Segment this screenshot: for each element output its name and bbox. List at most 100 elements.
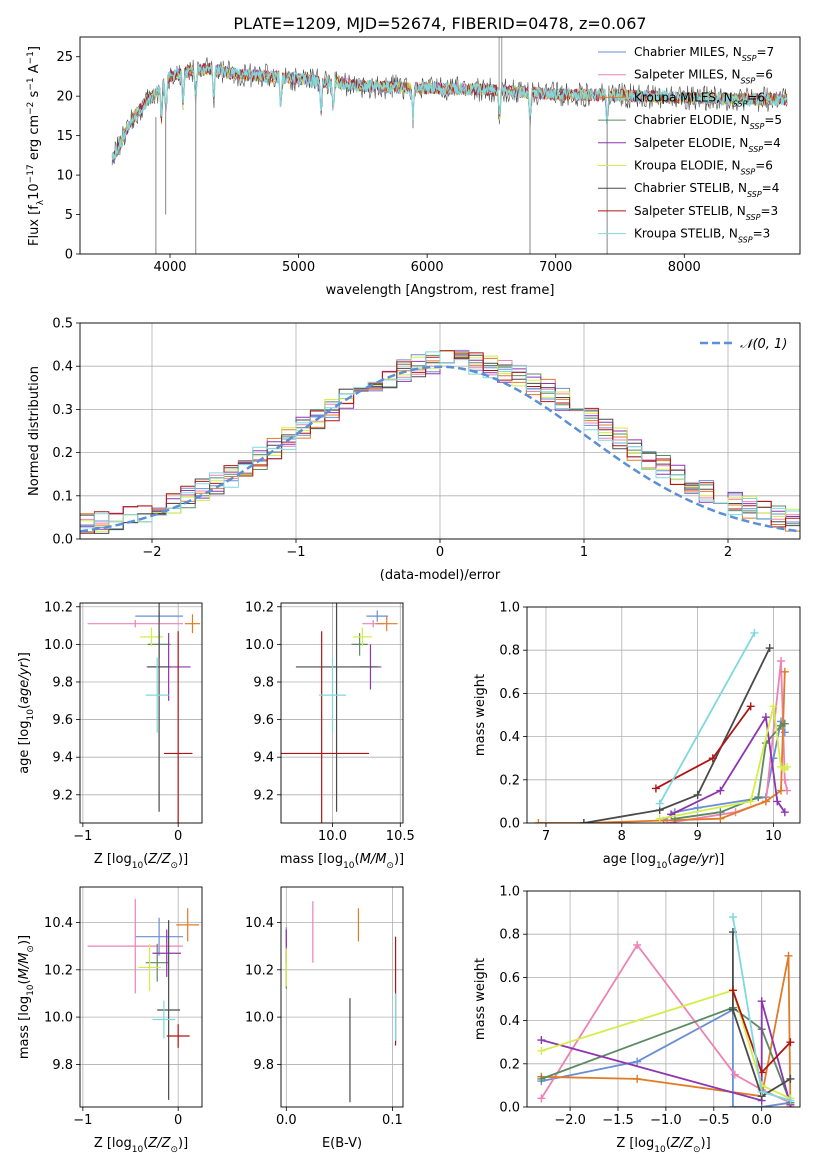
y-tick-label: 10.2 <box>44 600 73 615</box>
legend-tail: =6 <box>755 159 773 173</box>
legend-entry: Salpeter STELIB, NSSP=3 <box>634 204 778 222</box>
y-tick-label: 0.8 <box>499 644 520 659</box>
axes-frame <box>79 36 801 255</box>
label-part: mass [log <box>280 852 343 867</box>
legend-label: Chabrier MILES, N <box>634 45 742 59</box>
label-part: ] <box>27 46 42 51</box>
axes-frame <box>280 886 404 1108</box>
y-tick-label: 10.4 <box>44 916 73 931</box>
y-tick-label: 1.0 <box>499 601 520 616</box>
x-axis-label: E(B-V) <box>322 1136 362 1151</box>
x-tick-label: 4000 <box>153 260 186 275</box>
series-marker <box>784 951 793 960</box>
x-axis-label: Z [log10(Z/Z⊙)] <box>616 1136 710 1155</box>
axes-frame <box>280 602 404 824</box>
x-tick-label: −1 <box>286 545 305 560</box>
label-part: 10 <box>656 861 668 871</box>
x-tick-label: 0.0 <box>276 1113 297 1128</box>
series-marker <box>765 644 774 653</box>
series-marker <box>750 628 759 637</box>
y-tick-label: 0.0 <box>499 817 520 832</box>
figure-title: PLATE=1209, MJD=52674, FIBERID=0478, z=0… <box>233 14 646 33</box>
series-marker <box>780 667 789 676</box>
y-tick-label: 0.4 <box>499 730 520 745</box>
age-vs-mass-plot: 10.0 10.5 9.2 9.4 9.6 9.8 10.0 10.2 mass [log10(… <box>245 600 415 871</box>
x-axis-label: (data-model)/error <box>380 568 501 583</box>
residual-histogram-plot: −2 −1 0 1 2 0.0 0.1 0.2 0.3 0.4 0.5 𝒩(0, 1) (data-mo… <box>27 317 801 583</box>
x-tick-label: 10.0 <box>318 829 347 844</box>
axes-frame <box>79 322 801 540</box>
label-part: Z/Z <box>147 1136 171 1151</box>
label-part: −1 <box>26 51 36 64</box>
y-tick-label: 0.8 <box>499 928 520 943</box>
series-marker <box>633 941 642 949</box>
legend-entry: Chabrier STELIB, NSSP=4 <box>634 181 779 199</box>
label-part: Flux [f <box>27 205 42 246</box>
label-part: Z/Z <box>147 852 171 867</box>
y-tick-label: 9.8 <box>253 1058 274 1073</box>
label-part: ( <box>17 704 32 709</box>
legend-entry: Kroupa STELIB, NSSP=3 <box>634 227 770 245</box>
massweight-vs-metallicity-plot: −2.0 −1.5 −1.0 −0.5 0.0 0.0 0.2 0.4 0.6 0.8 1.0 Z [… <box>473 885 801 1155</box>
label-part: Z [log <box>616 1136 654 1151</box>
x-tick-label: 7 <box>542 829 550 844</box>
axes-frame <box>79 602 203 824</box>
legend-label: Chabrier ELODIE, N <box>634 113 750 127</box>
histogram-series <box>80 351 800 539</box>
y-tick-label: 9.4 <box>52 751 73 766</box>
x-tick-label: −1 <box>73 829 92 844</box>
y-tick-label: 25 <box>56 50 73 65</box>
label-part: age [log <box>603 852 656 867</box>
series-marker <box>728 1005 737 1014</box>
axes-frame <box>79 886 203 1108</box>
x-tick-label: 8 <box>618 829 626 844</box>
label-part: 10 <box>343 861 355 871</box>
series-marker <box>757 1087 766 1096</box>
y-tick-label: 0.4 <box>52 360 73 375</box>
x-tick-label: −1 <box>73 1113 92 1128</box>
mass-vs-extinction-plot: 0.0 0.1 9.8 10.0 10.2 10.4 E(B-V) <box>245 886 404 1151</box>
age-vs-metallicity-plot: −1 09.29.49.69.810.010.2Z [log10(Z/Z⊙)]ag… <box>17 600 203 871</box>
spectrum-plot: 4000 5000 6000 7000 8000 0 5 10 15 20 25 wavelength… <box>26 36 801 298</box>
y-tick-label: 0.2 <box>499 773 520 788</box>
legend-label: Kroupa MILES, N <box>634 90 733 104</box>
series-line <box>658 632 756 805</box>
series-marker <box>777 657 786 665</box>
y-tick-label: 10.0 <box>44 1011 73 1026</box>
label-part: A <box>27 64 42 77</box>
legend-tail: =3 <box>753 227 771 241</box>
y-axis-label: age [log10(age/yr)] <box>17 652 36 774</box>
legend-tail: =6 <box>747 90 765 104</box>
legend-label: Salpeter ELODIE, N <box>634 136 748 150</box>
y-axis-label: mass weight <box>473 958 488 1040</box>
label-part: ( <box>355 852 360 867</box>
legend-sub: SSP <box>741 167 756 176</box>
label-part: )] <box>394 852 404 867</box>
x-tick-label: 2 <box>724 545 732 560</box>
series-marker <box>780 719 789 728</box>
label-part: Z [log <box>94 852 132 867</box>
label-part: ⊙ <box>386 861 394 871</box>
label-part: mass weight <box>473 958 488 1040</box>
spectrum-line <box>111 63 788 160</box>
label-part: E(B-V) <box>322 1136 362 1151</box>
y-axis-label: mass weight <box>473 674 488 756</box>
label-part: mass [log <box>17 996 32 1059</box>
y-tick-label: 20 <box>56 90 73 105</box>
label-part: Z [log <box>94 1136 132 1151</box>
legend-entry: Salpeter MILES, NSSP=6 <box>634 68 773 86</box>
series-marker <box>633 1057 642 1066</box>
axes-frame <box>526 890 801 1108</box>
x-tick-label: −2 <box>142 545 161 560</box>
series-marker <box>754 793 763 802</box>
mass-vs-metallicity-plot: −1 09.810.010.210.4Z [log10(Z/Z⊙)]mass [l… <box>17 886 203 1155</box>
series-marker <box>769 702 778 711</box>
y-tick-label: 9.8 <box>52 675 73 690</box>
y-tick-label: 0.3 <box>52 403 73 418</box>
series-marker <box>693 790 702 799</box>
legend-label: 𝒩(0, 1) <box>740 337 787 352</box>
x-tick-label: 8000 <box>668 260 701 275</box>
